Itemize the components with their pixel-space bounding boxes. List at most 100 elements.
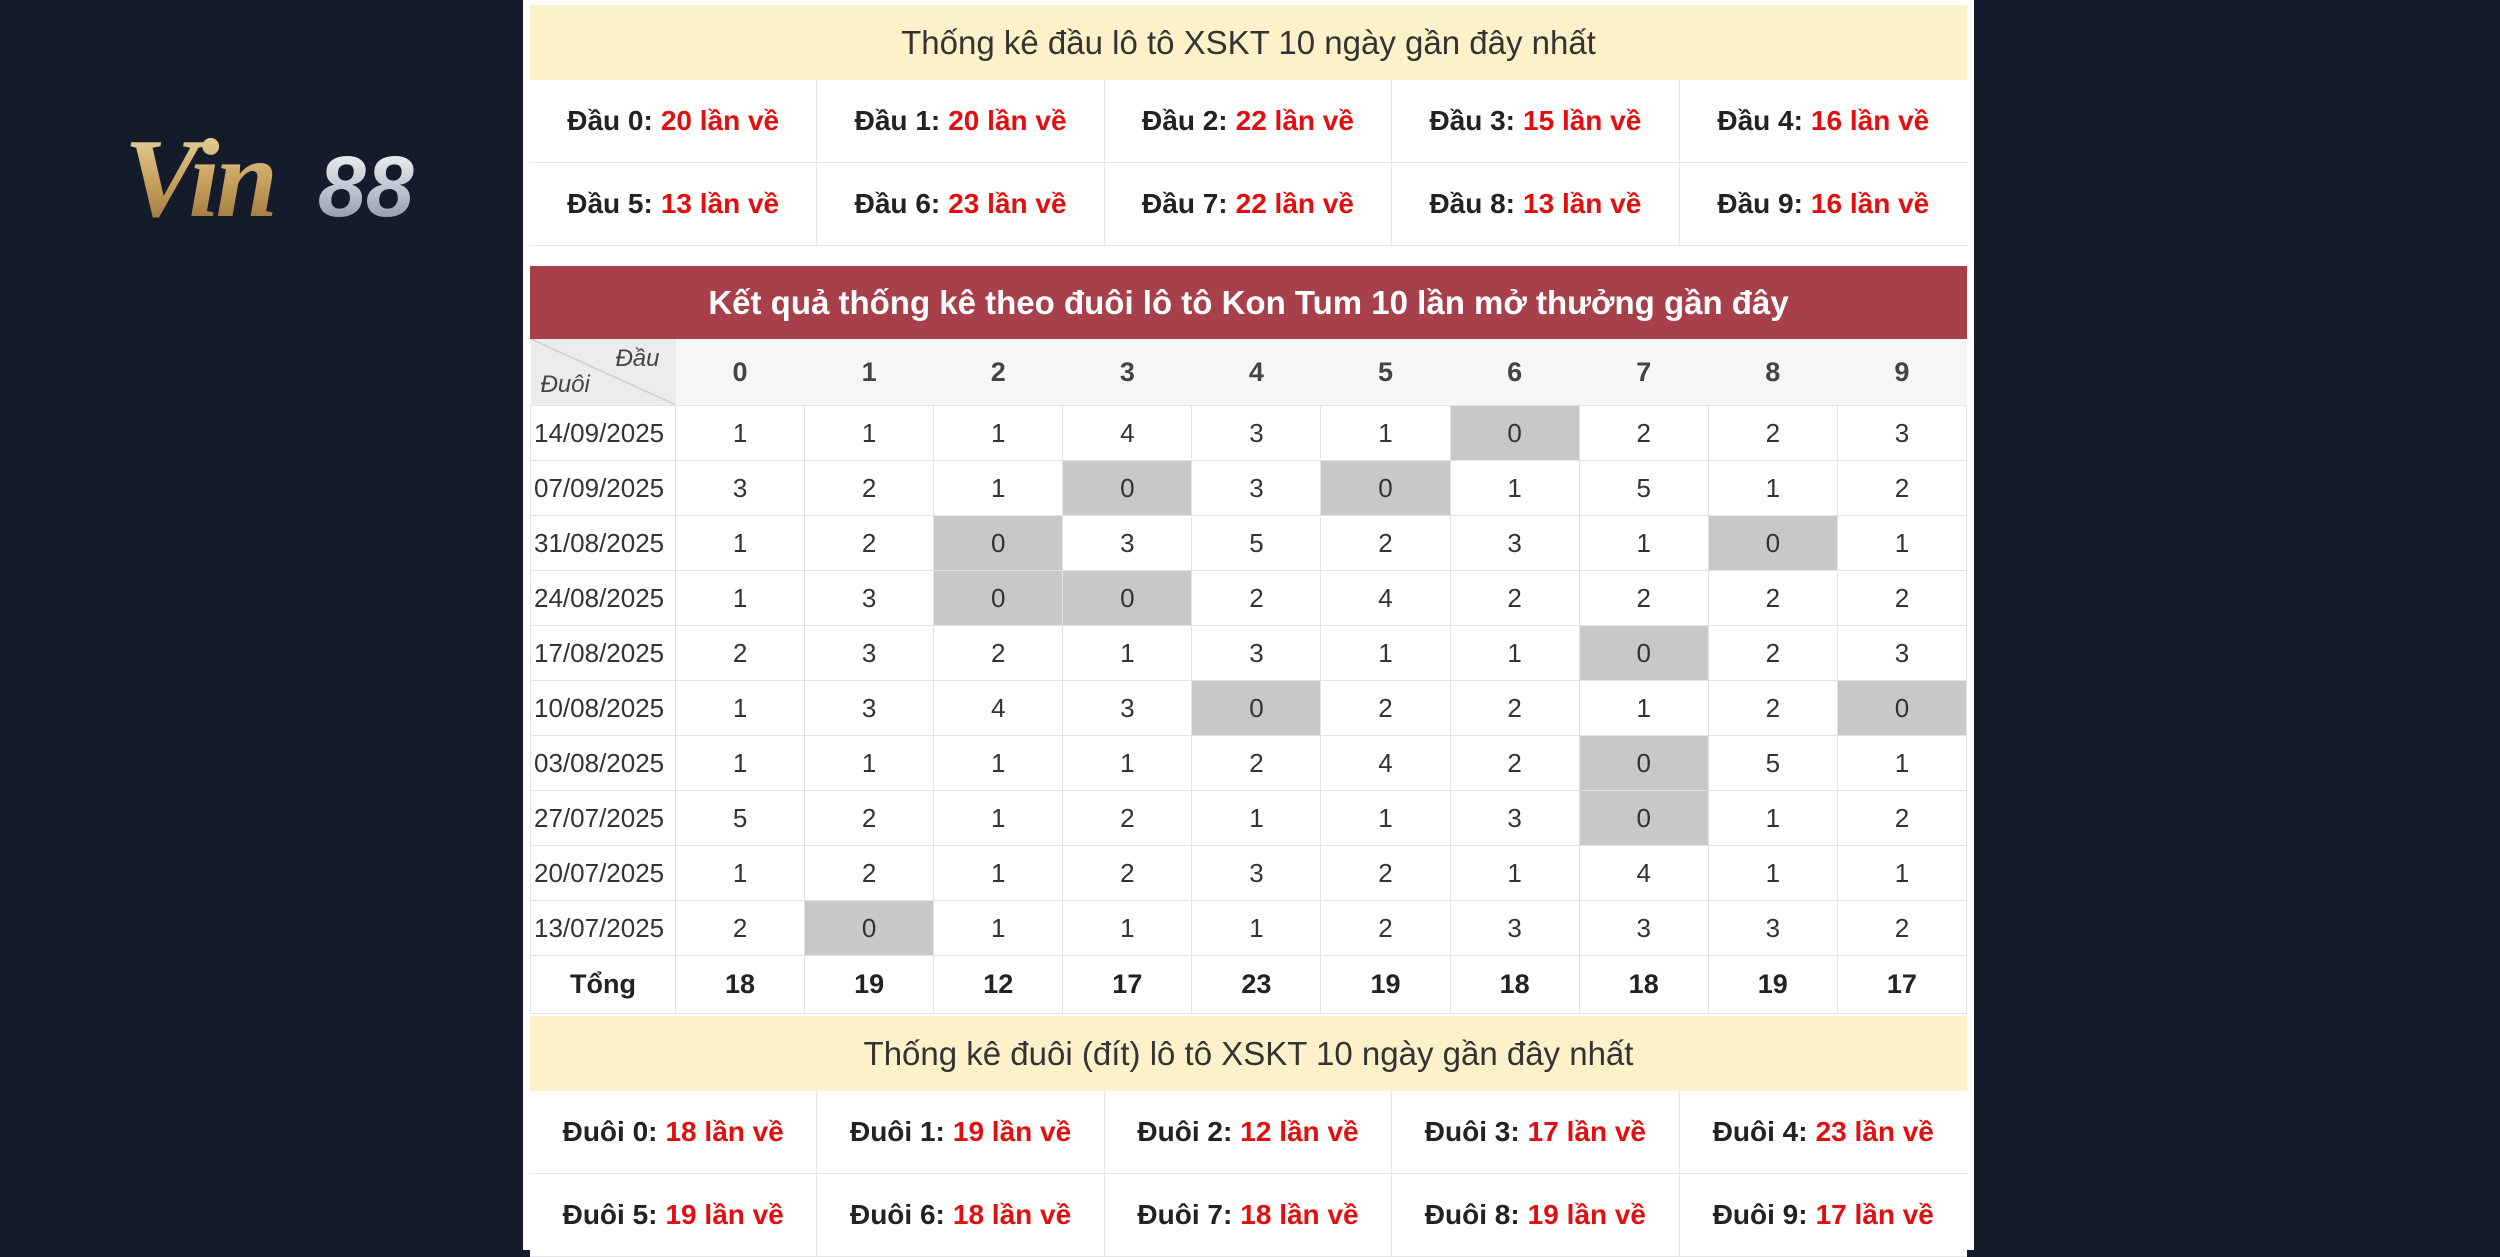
row-date: 31/08/2025 — [530, 515, 676, 571]
count-cell: 0 — [1836, 680, 1968, 736]
count-cell: 5 — [1707, 735, 1838, 791]
count-cell: 1 — [1836, 845, 1968, 901]
count-cell: 1 — [804, 735, 935, 791]
count-cell: 2 — [1707, 570, 1838, 626]
count-cell: 1 — [1449, 625, 1580, 681]
count-cell: 0 — [1707, 515, 1838, 571]
count-cell: 2 — [1836, 570, 1968, 626]
count-cell: 1 — [933, 900, 1064, 956]
count-cell: 5 — [1578, 460, 1709, 516]
row-date: 10/08/2025 — [530, 680, 676, 736]
table-row: 13/07/2025 2 0 1 1 1 2 3 3 3 2 — [530, 900, 1968, 956]
column-header: 3 — [1062, 339, 1192, 406]
count-cell: 2 — [1836, 900, 1968, 956]
count-cell: 1 — [1449, 845, 1580, 901]
count-cell: 2 — [1836, 790, 1968, 846]
head-summary-title: Thống kê đầu lô tô XSKT 10 ngày gần đây … — [530, 5, 1967, 80]
tail-summary-item: Đuôi 2: 12 lần về — [1104, 1091, 1393, 1174]
column-header: 7 — [1579, 339, 1709, 406]
column-header: 1 — [804, 339, 934, 406]
total-cell: 18 — [674, 955, 806, 1014]
tail-summary-grid: Đuôi 0: 18 lần về Đuôi 1: 19 lần về Đuôi 2… — [530, 1091, 1967, 1257]
count-cell: 2 — [1191, 570, 1322, 626]
total-cell: 19 — [804, 955, 935, 1014]
count-cell: 1 — [1191, 790, 1322, 846]
svg-text:88: 88 — [318, 139, 414, 232]
head-summary-item: Đầu 1: 20 lần về — [817, 80, 1105, 163]
tail-summary-item: Đuôi 8: 19 lần về — [1392, 1174, 1680, 1257]
head-summary-item: Đầu 2: 22 lần về — [1104, 80, 1393, 163]
tail-summary-item: Đuôi 6: 18 lần về — [817, 1174, 1105, 1257]
count-cell: 4 — [1578, 845, 1709, 901]
count-cell: 3 — [804, 680, 935, 736]
count-cell: 2 — [1062, 845, 1193, 901]
corner-diagonal — [530, 339, 676, 405]
count-cell: 2 — [1449, 680, 1580, 736]
table-row: 10/08/2025 1 3 4 3 0 2 2 1 2 0 — [530, 680, 1968, 736]
column-header: 4 — [1191, 339, 1321, 406]
count-cell: 0 — [933, 515, 1064, 571]
count-cell: 2 — [1707, 405, 1838, 461]
count-cell: 2 — [1062, 790, 1193, 846]
count-cell: 1 — [1836, 735, 1968, 791]
count-cell: 4 — [933, 680, 1064, 736]
table-row: 03/08/2025 1 1 1 1 2 4 2 0 5 1 — [530, 735, 1968, 791]
count-cell: 2 — [1707, 680, 1838, 736]
table-title: Kết quả thống kê theo đuôi lô tô Kon Tum… — [530, 266, 1967, 339]
row-date: 20/07/2025 — [530, 845, 676, 901]
count-cell: 1 — [674, 570, 806, 626]
total-cell: 17 — [1062, 955, 1193, 1014]
count-cell: 1 — [1707, 845, 1838, 901]
vin88-logo: Vin 88 — [124, 117, 414, 232]
count-cell: 1 — [1578, 515, 1709, 571]
count-cell: 1 — [933, 405, 1064, 461]
count-cell: 2 — [1320, 845, 1451, 901]
count-cell: 3 — [1707, 900, 1838, 956]
count-cell: 1 — [1320, 625, 1451, 681]
table-row: 31/08/2025 1 2 0 3 5 2 3 1 0 1 — [530, 515, 1968, 571]
tail-summary-title: Thống kê đuôi (đít) lô tô XSKT 10 ngày g… — [530, 1016, 1967, 1091]
count-cell: 5 — [674, 790, 806, 846]
row-date: 14/09/2025 — [530, 405, 676, 461]
head-summary-grid: Đầu 0: 20 lần về Đầu 1: 20 lần về Đầu 2: 22… — [530, 80, 1967, 246]
total-cell: 19 — [1707, 955, 1838, 1014]
head-summary-item: Đầu 3: 15 lần về — [1392, 80, 1680, 163]
count-cell: 1 — [1062, 625, 1193, 681]
count-cell: 1 — [674, 515, 806, 571]
column-header: 9 — [1837, 339, 1967, 406]
row-date: 27/07/2025 — [530, 790, 676, 846]
count-cell: 5 — [1191, 515, 1322, 571]
column-header: 6 — [1450, 339, 1580, 406]
count-cell: 2 — [674, 900, 806, 956]
head-summary-item: Đầu 5: 13 lần về — [530, 163, 818, 246]
count-cell: 3 — [804, 570, 935, 626]
row-date: 07/09/2025 — [530, 460, 676, 516]
row-date: 03/08/2025 — [530, 735, 676, 791]
count-cell: 1 — [1836, 515, 1968, 571]
count-cell: 2 — [1707, 625, 1838, 681]
tail-summary-item: Đuôi 1: 19 lần về — [817, 1091, 1105, 1174]
count-cell: 2 — [1320, 680, 1451, 736]
count-cell: 2 — [1449, 570, 1580, 626]
row-date: 17/08/2025 — [530, 625, 676, 681]
head-summary-item: Đầu 6: 23 lần về — [817, 163, 1105, 246]
count-cell: 3 — [1836, 625, 1968, 681]
table-row: 27/07/2025 5 2 1 2 1 1 3 0 1 2 — [530, 790, 1968, 846]
count-cell: 3 — [1449, 790, 1580, 846]
count-cell: 3 — [1449, 515, 1580, 571]
count-cell: 1 — [1449, 460, 1580, 516]
count-cell: 1 — [1320, 790, 1451, 846]
count-cell: 1 — [804, 405, 935, 461]
corner-header: Đầu Đuôi — [530, 339, 676, 406]
tail-summary-item: Đuôi 4: 23 lần về — [1679, 1091, 1967, 1174]
total-cell: 23 — [1191, 955, 1322, 1014]
row-date: 13/07/2025 — [530, 900, 676, 956]
count-cell: 4 — [1320, 570, 1451, 626]
count-cell: 1 — [1707, 790, 1838, 846]
count-cell: 2 — [1191, 735, 1322, 791]
corner-duoi-label: Đuôi — [540, 371, 590, 398]
head-summary-item: Đầu 4: 16 lần về — [1679, 80, 1967, 163]
table-row: 14/09/2025 1 1 1 4 3 1 0 2 2 3 — [530, 405, 1968, 461]
count-cell: 0 — [1449, 405, 1580, 461]
